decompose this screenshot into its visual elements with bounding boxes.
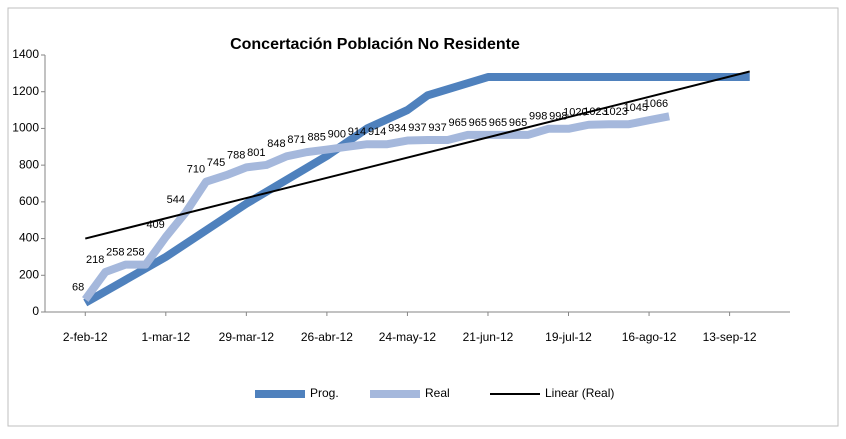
y-tick-label: 400 [19,231,39,245]
data-label: 998 [549,111,567,123]
data-label: 998 [529,111,547,123]
data-label: 885 [308,131,326,143]
data-label: 965 [469,117,487,129]
data-label: 937 [428,122,446,134]
series-line [85,70,750,240]
x-tick-label: 26-abr-12 [301,330,353,344]
data-label: 934 [388,122,406,134]
x-tick-label: 2-feb-12 [63,330,108,344]
x-tick-label: 19-jul-12 [545,330,592,344]
data-label: 1020 [563,107,587,119]
y-tick-label: 200 [19,267,39,281]
y-tick-label: 1000 [12,121,39,135]
data-label: 1023 [603,106,627,118]
data-label: 218 [86,254,104,266]
y-tick-label: 800 [19,157,39,171]
series-line [83,73,750,307]
y-tick-label: 600 [19,194,39,208]
data-label: 710 [187,164,205,176]
chart-title: Concertación Población No Residente [230,36,520,53]
data-label: 801 [247,147,265,159]
data-label: 965 [509,117,527,129]
data-label: 937 [408,122,426,134]
data-label: 965 [448,117,466,129]
y-tick-label: 1400 [12,47,39,61]
x-tick-label: 1-mar-12 [141,330,190,344]
data-label: 258 [106,247,124,259]
data-label: 848 [267,138,285,150]
chart-frame [7,7,839,427]
y-tick-label: 0 [32,304,39,318]
x-tick-label: 16-ago-12 [622,330,677,344]
data-label: 258 [126,247,144,259]
data-label: 900 [328,129,346,141]
data-label: 544 [167,194,185,206]
legend-label: Prog. [310,386,339,400]
data-label: 871 [287,134,305,146]
data-label: 1045 [624,102,648,114]
series-line [82,112,670,302]
x-tick-label: 24-may-12 [379,330,437,344]
data-label: 914 [348,126,366,138]
data-label: 788 [227,149,245,161]
data-label: 745 [207,157,225,169]
data-label: 914 [368,126,386,138]
x-tick-label: 21-jun-12 [463,330,514,344]
legend-label: Real [425,386,450,400]
legend-label: Linear (Real) [545,386,614,400]
data-label: 965 [489,117,507,129]
data-label: 68 [72,281,84,293]
y-tick-label: 1200 [12,84,39,98]
x-tick-label: 13-sep-12 [703,330,757,344]
data-label: 1066 [644,98,668,110]
x-tick-label: 29-mar-12 [219,330,275,344]
